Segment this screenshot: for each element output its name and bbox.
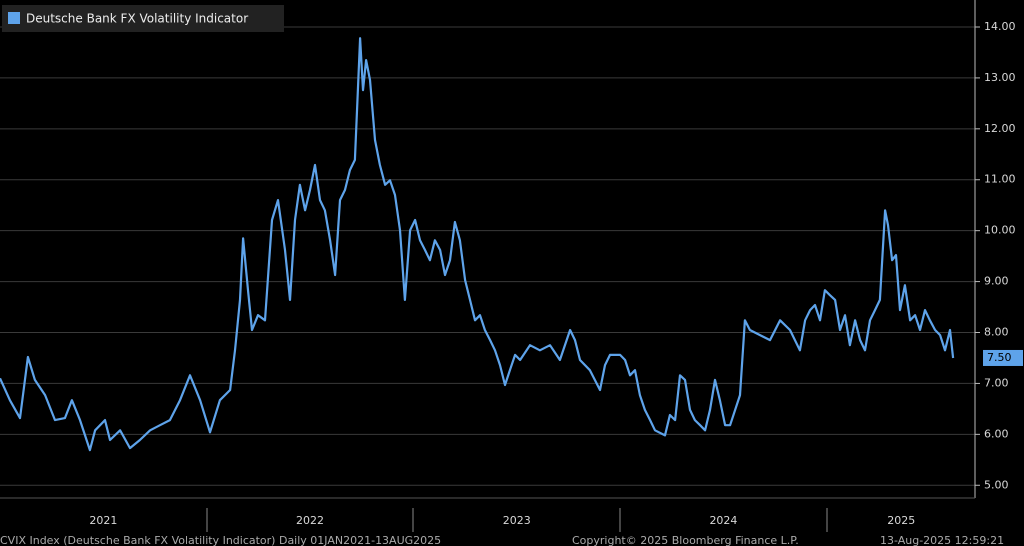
y-tick-label: 8.00 [984,326,1009,339]
x-tick-label: 2021 [89,514,117,527]
legend-label: Deutsche Bank FX Volatility Indicator [26,12,248,26]
y-tick-label: 13.00 [984,71,1016,84]
y-tick-label: 11.00 [984,173,1016,186]
y-tick-label: 5.00 [984,478,1009,491]
x-tick-label: 2023 [503,514,531,527]
x-tick-label: 2024 [709,514,737,527]
last-value-box [983,349,1023,366]
y-tick-label: 10.00 [984,224,1016,237]
y-tick-label: 12.00 [984,122,1016,135]
grid [0,26,975,486]
legend-box [2,5,284,32]
y-tick-label: 6.00 [984,427,1009,440]
x-tick-label: 2022 [296,514,324,527]
footer-source: CVIX Index (Deutsche Bank FX Volatility … [0,534,441,546]
footer-timestamp: 13-Aug-2025 12:59:21 [880,534,1004,546]
y-tick-label: 9.00 [984,275,1009,288]
y-tick-label: 14.00 [984,20,1016,33]
last-value-label: 7.50 [987,351,1012,364]
y-tick-label: 7.00 [984,376,1009,389]
footer-copyright: Copyright© 2025 Bloomberg Finance L.P. [572,534,799,546]
line-series [0,37,955,452]
x-tick-label: 2025 [887,514,915,527]
plot [0,37,955,452]
legend-swatch [8,12,20,24]
